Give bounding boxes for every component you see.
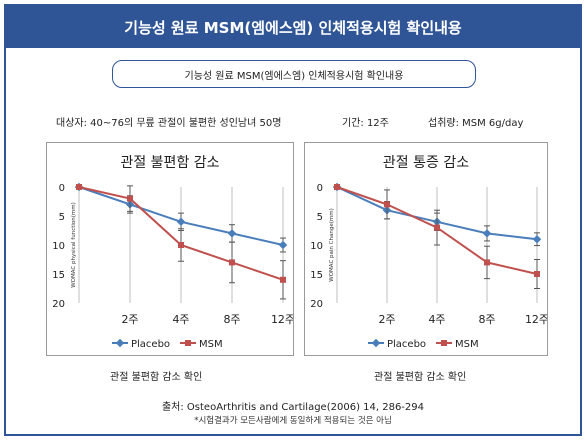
data-point-msm bbox=[484, 259, 490, 266]
x-tick-label: 2주 bbox=[121, 313, 138, 326]
caption-right: 관절 불편함 감소 확인 bbox=[374, 372, 467, 383]
legend-marker-placebo bbox=[115, 338, 125, 348]
function-chart: 관절 불편함 감소 0 5 10 15 20 WOMAC physical function… bbox=[52, 155, 293, 350]
period-info: 기간: 12주 bbox=[342, 118, 389, 129]
subjects-info: 대상자: 40~76의 무릎 관절이 불편한 성인남녀 50명 bbox=[56, 118, 282, 129]
page-title: 기능성 원료 MSM(엠에스엠) 인체적용시험 확인내용 bbox=[6, 6, 580, 48]
y-tick-label: 0 bbox=[59, 183, 65, 194]
data-point-msm bbox=[534, 271, 540, 277]
y-tick-label: 5 bbox=[317, 212, 323, 223]
data-point-placebo bbox=[278, 240, 288, 250]
data-point-msm bbox=[384, 201, 390, 208]
x-tick-label: 8주 bbox=[223, 313, 240, 326]
y-tick-label: 10 bbox=[310, 241, 323, 252]
x-tick-label: 4주 bbox=[172, 313, 189, 326]
data-point-msm bbox=[127, 195, 133, 202]
y-tick-label: 5 bbox=[59, 212, 65, 223]
chart-panel-pain: 관절 통증 감소 0 5 10 15 20 WOMAC pain Change(mm) 2주 4… bbox=[304, 142, 548, 356]
legend-marker-msm bbox=[441, 340, 447, 346]
data-point-msm bbox=[434, 224, 440, 231]
chart-title: 관절 통증 감소 bbox=[383, 155, 469, 171]
y-tick-label: 20 bbox=[52, 299, 65, 310]
y-axis-label: WOMAC pain Change(mm) bbox=[329, 208, 335, 281]
chart-title: 관절 불편함 감소 bbox=[120, 155, 219, 171]
disclaimer-note: *시험결과가 모든사람에게 동일하게 적용되는 것은 아님 bbox=[194, 416, 392, 426]
data-point-msm bbox=[229, 259, 235, 266]
x-tick-label: 2주 bbox=[378, 313, 395, 326]
x-tick-label: 12주 bbox=[271, 313, 293, 326]
y-tick-label: 0 bbox=[317, 183, 323, 194]
legend-label-msm: MSM bbox=[455, 339, 479, 350]
legend-marker-placebo bbox=[371, 338, 381, 348]
source-citation: 출처: OsteoArthritis and Cartilage(2006) 1… bbox=[161, 402, 425, 413]
data-point-placebo bbox=[227, 229, 237, 238]
subtitle-box: 기능성 원료 MSM(엠에스엠) 인체적용시험 확인내용 bbox=[112, 60, 476, 88]
legend-marker-msm bbox=[185, 340, 191, 346]
y-tick-label: 15 bbox=[52, 270, 65, 281]
infographic-frame: 기능성 원료 MSM(엠에스엠) 인체적용시험 확인내용 기능성 원료 MSM(… bbox=[4, 4, 582, 436]
y-axis-label: WOMAC physical function(mm) bbox=[71, 202, 77, 288]
data-point-placebo bbox=[532, 234, 542, 244]
data-point-placebo bbox=[176, 217, 186, 227]
y-tick-label: 10 bbox=[52, 241, 65, 252]
x-tick-label: 8주 bbox=[478, 313, 495, 326]
y-tick-label: 15 bbox=[310, 270, 323, 281]
data-point-msm bbox=[280, 276, 286, 283]
x-tick-label: 12주 bbox=[525, 313, 547, 326]
y-tick-label: 20 bbox=[310, 299, 323, 310]
data-point-msm bbox=[178, 242, 184, 248]
x-tick-label: 4주 bbox=[428, 313, 445, 326]
data-point-msm bbox=[334, 184, 340, 190]
data-point-msm bbox=[76, 184, 82, 190]
legend-label-msm: MSM bbox=[199, 339, 223, 350]
legend-label-placebo: Placebo bbox=[131, 339, 170, 350]
data-point-placebo bbox=[482, 229, 492, 238]
caption-left: 관절 불편함 감소 확인 bbox=[110, 372, 203, 383]
chart-panel-function: 관절 불편함 감소 0 5 10 15 20 WOMAC physical function… bbox=[46, 142, 294, 356]
pain-chart: 관절 통증 감소 0 5 10 15 20 WOMAC pain Change(mm) 2주 4… bbox=[310, 155, 547, 350]
dose-info: 섭취량: MSM 6g/day bbox=[428, 118, 524, 129]
legend-label-placebo: Placebo bbox=[387, 339, 426, 350]
